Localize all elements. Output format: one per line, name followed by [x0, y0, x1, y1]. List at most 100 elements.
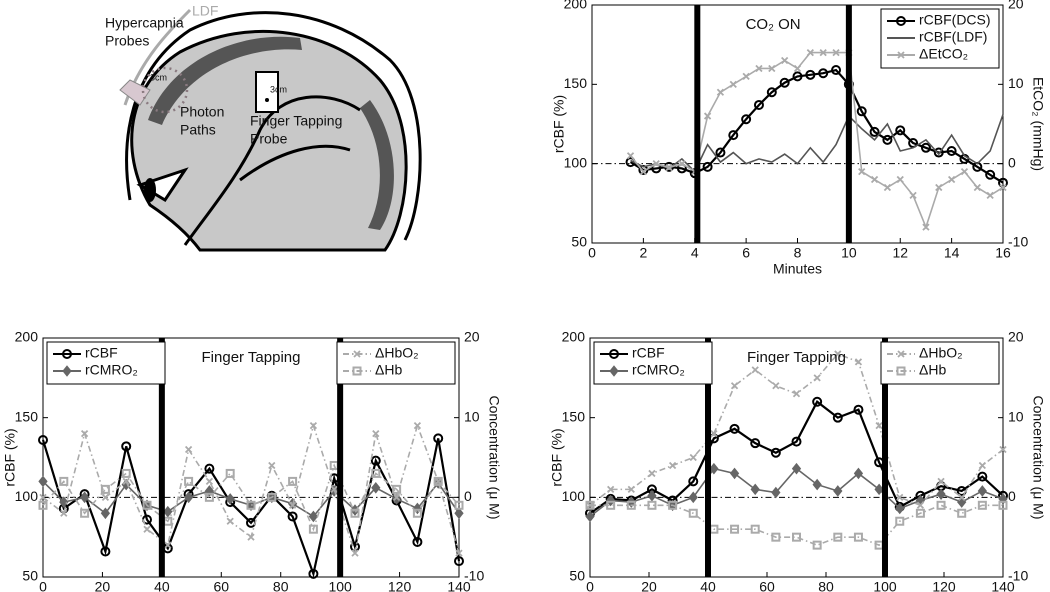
series-line [590, 504, 1003, 547]
marker [38, 434, 48, 445]
marker [585, 510, 595, 523]
marker [287, 511, 298, 522]
marker [946, 145, 957, 156]
marker [741, 114, 752, 125]
marker [922, 223, 930, 231]
chart: 0 20 40 60 80 100 120 140 50 100 150 200 -10 0 10 20 rCB… [2, 329, 503, 592]
marker [897, 51, 905, 59]
y-axis-label: rCBF (%) [549, 428, 565, 486]
marker [412, 508, 422, 518]
annotation: CO₂ ON [746, 16, 801, 33]
x-tick-label: 20 [641, 579, 657, 592]
y-tick-label: 150 [562, 408, 586, 424]
legend-label: rCBF(LDF) [919, 29, 987, 45]
marker [392, 493, 401, 501]
marker [897, 350, 905, 358]
y2-tick-label: 0 [1008, 488, 1016, 504]
marker [288, 476, 298, 486]
marker [392, 484, 402, 494]
marker [729, 467, 740, 480]
marker [750, 524, 760, 534]
marker [62, 365, 72, 377]
marker [668, 461, 677, 470]
y-tick-label: 50 [571, 234, 587, 250]
marker [853, 467, 864, 480]
y-tick-label: 50 [569, 568, 585, 584]
marker [957, 508, 967, 518]
label: Probes [105, 33, 149, 49]
marker [753, 99, 764, 110]
marker [896, 493, 904, 501]
x-tick-label: 100 [328, 579, 352, 592]
marker [813, 374, 821, 382]
marker [372, 429, 380, 438]
y2-tick-label: 0 [464, 488, 472, 504]
marker [353, 350, 361, 358]
marker [978, 461, 986, 470]
marker [883, 183, 892, 192]
marker [626, 500, 636, 510]
marker [832, 48, 840, 57]
marker [896, 16, 906, 26]
marker [247, 533, 255, 541]
marker [142, 500, 152, 510]
legend-box [880, 341, 1000, 385]
marker [433, 476, 443, 486]
x-tick-label: 4 [691, 245, 699, 261]
marker [742, 72, 750, 81]
marker [812, 396, 823, 407]
marker [647, 489, 657, 502]
marker [833, 485, 843, 497]
series-line [42, 463, 460, 532]
legend-label: rCBF [632, 345, 665, 361]
marker [205, 477, 214, 486]
marker [351, 549, 359, 557]
marker [750, 438, 761, 449]
marker [947, 175, 956, 184]
marker [100, 484, 110, 494]
legend-label: rCBF [85, 345, 118, 361]
x-tick-label: 14 [944, 245, 960, 261]
marker [805, 69, 816, 80]
marker [833, 532, 843, 542]
marker [455, 549, 463, 557]
y-tick-label: 200 [562, 329, 586, 345]
x-tick-label: 120 [388, 579, 412, 592]
marker [750, 483, 760, 496]
marker [858, 167, 866, 176]
y-tick-label: 200 [564, 0, 588, 12]
marker [986, 191, 994, 200]
marker [352, 366, 362, 376]
marker [38, 500, 48, 510]
y2-tick-label: -10 [464, 568, 484, 584]
label: Hypercapnia [105, 15, 184, 31]
marker [791, 436, 802, 447]
y2-axis-label: EtCO₂ (mmHg) [1030, 77, 1046, 171]
y-axis-label: rCBF (%) [551, 95, 567, 153]
x-tick-label: 2 [639, 245, 647, 261]
marker [309, 421, 318, 430]
marker [812, 540, 822, 550]
scalp [125, 11, 422, 241]
marker [688, 476, 699, 487]
marker [728, 130, 739, 141]
marker [609, 365, 619, 377]
marker [371, 481, 381, 494]
fiber [265, 98, 269, 102]
marker [832, 412, 843, 423]
marker [895, 125, 906, 136]
marker [454, 500, 464, 510]
marker [882, 134, 893, 145]
marker [164, 541, 172, 549]
y-tick-label: 100 [562, 488, 586, 504]
marker [875, 421, 883, 430]
marker [62, 349, 72, 359]
marker [874, 483, 884, 496]
legend-label: rCBF(DCS) [919, 12, 991, 28]
marker [715, 147, 726, 158]
marker [909, 191, 917, 200]
marker [204, 492, 214, 502]
marker [80, 508, 90, 518]
y-tick-label: 150 [15, 408, 39, 424]
marker [308, 524, 318, 534]
